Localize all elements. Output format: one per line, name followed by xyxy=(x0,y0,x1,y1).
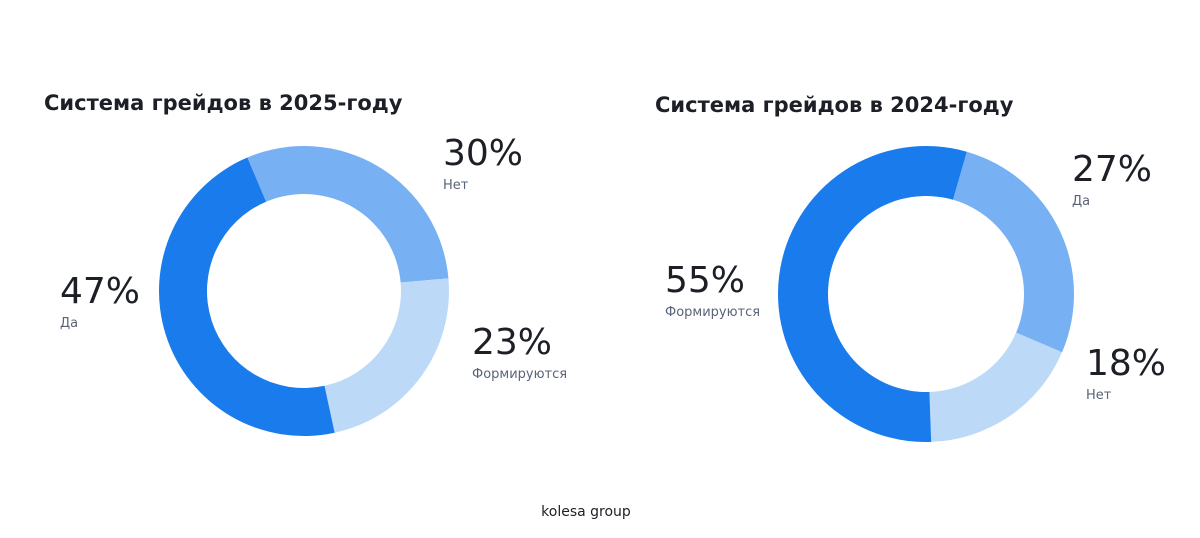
donut-slice xyxy=(778,146,967,443)
donut-slice xyxy=(324,278,449,433)
donut-slice xyxy=(158,157,335,437)
value-label: 55% xyxy=(665,260,745,301)
category-label: Да xyxy=(60,316,78,331)
chart-title: Система грейдов в 2024-году xyxy=(655,93,1014,117)
category-label: Нет xyxy=(443,178,469,193)
donut-slice xyxy=(953,151,1074,353)
donut-slice xyxy=(247,145,449,283)
value-label: 23% xyxy=(472,322,552,363)
category-label: Нет xyxy=(1086,388,1112,403)
value-label: 30% xyxy=(443,133,523,174)
value-label: 27% xyxy=(1072,149,1152,190)
category-label: Формируются xyxy=(472,367,567,382)
category-label: Формируются xyxy=(665,305,760,320)
chart-title: Система грейдов в 2025-году xyxy=(44,91,403,115)
value-label: 18% xyxy=(1086,343,1166,384)
category-label: Да xyxy=(1072,194,1090,209)
value-label: 47% xyxy=(60,271,140,312)
donut-slice xyxy=(929,332,1063,442)
footer-brand: kolesa group xyxy=(541,504,631,520)
